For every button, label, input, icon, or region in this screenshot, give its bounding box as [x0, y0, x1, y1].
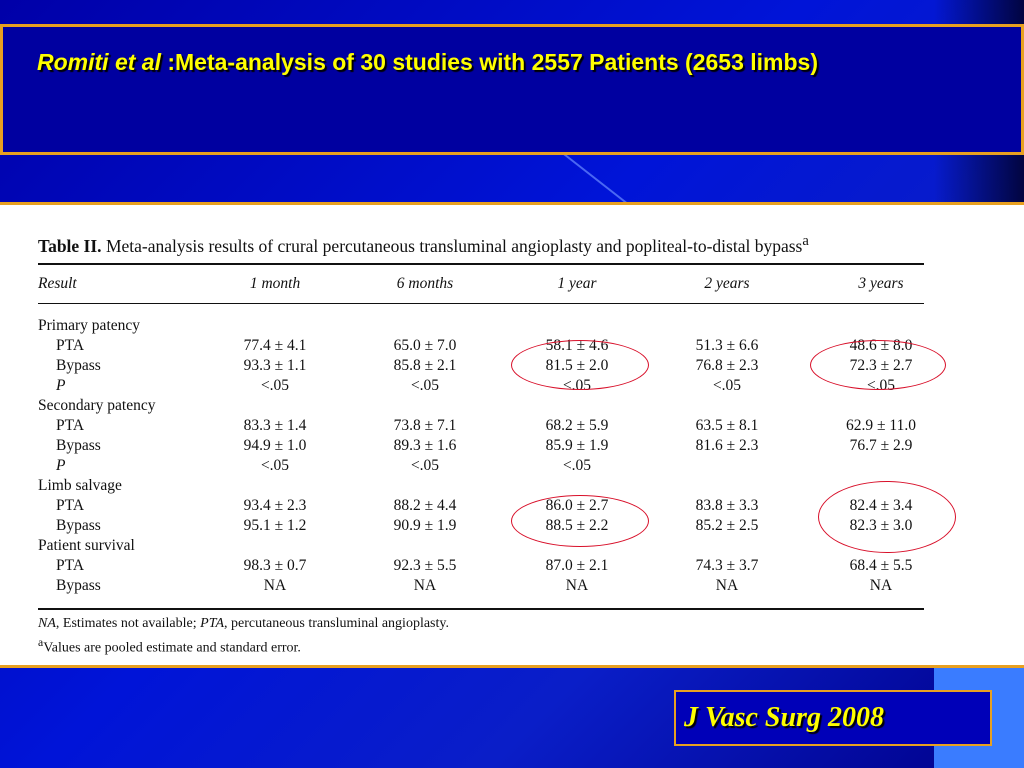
row-label: Bypass — [56, 517, 101, 534]
table-cell: 63.5 ± 8.1 — [695, 417, 759, 434]
column-header-5: 3 years — [858, 275, 904, 292]
footnote-na-text: , Estimates not available; — [55, 616, 201, 631]
citation-box: J Vasc Surg 2008 — [674, 690, 992, 746]
row-group-label: Limb salvage — [38, 477, 122, 494]
column-header-result: Result — [38, 275, 77, 292]
footnote-abbreviations: NA, Estimates not available; PTA, percut… — [38, 616, 449, 632]
row-group-label: Patient survival — [38, 537, 135, 554]
row-label: PTA — [56, 417, 85, 434]
table-cell: 85.9 ± 1.9 — [545, 437, 609, 454]
table-cell: <.05 — [410, 457, 440, 474]
row-label: Bypass — [56, 437, 101, 454]
table-cell: NA — [565, 577, 589, 594]
highlight-circle-primary-3yr — [810, 340, 946, 390]
table-cell: 76.7 ± 2.9 — [849, 437, 913, 454]
table-cell: <.05 — [260, 457, 290, 474]
table-cell: NA — [263, 577, 287, 594]
footnote-values-text: Values are pooled estimate and standard … — [43, 640, 301, 656]
table-panel: Table II. Meta-analysis results of crura… — [0, 202, 1024, 668]
row-group-label: Secondary patency — [38, 397, 156, 414]
column-header-3: 1 year — [557, 275, 597, 292]
table-cell: 95.1 ± 1.2 — [243, 517, 307, 534]
table-cell: <.05 — [712, 377, 742, 394]
table-cell: 83.3 ± 1.4 — [243, 417, 307, 434]
table-cell: 74.3 ± 3.7 — [695, 557, 759, 574]
table-cell: 98.3 ± 0.7 — [243, 557, 307, 574]
title-author: Romiti et al — [37, 49, 161, 75]
footnote-pta: PTA — [200, 616, 224, 631]
table-cell: 93.4 ± 2.3 — [243, 497, 307, 514]
title-description: :Meta-analysis of 30 studies with 2557 P… — [160, 49, 818, 75]
table-cell: 85.8 ± 2.1 — [393, 357, 457, 374]
table-cell: 92.3 ± 5.5 — [393, 557, 457, 574]
table-cell: 73.8 ± 7.1 — [393, 417, 457, 434]
table-header-rule — [38, 303, 924, 304]
table-cell: 65.0 ± 7.0 — [393, 337, 457, 354]
table-cell: <.05 — [410, 377, 440, 394]
table-cell: 88.2 ± 4.4 — [393, 497, 457, 514]
table-cell: 93.3 ± 1.1 — [243, 357, 307, 374]
table-cell: NA — [869, 577, 893, 594]
row-label: Bypass — [56, 357, 101, 374]
table-cell: NA — [715, 577, 739, 594]
table-cell: 83.8 ± 3.3 — [695, 497, 759, 514]
table-top-rule — [38, 263, 924, 265]
footnote-na: NA — [38, 616, 56, 631]
row-label: Bypass — [56, 577, 101, 594]
highlight-circle-limb-1yr — [511, 495, 649, 547]
table-cell: 51.3 ± 6.6 — [695, 337, 759, 354]
column-header-2: 6 months — [396, 275, 454, 292]
table-cell: 85.2 ± 2.5 — [695, 517, 759, 534]
table-caption-label: Table II. — [38, 235, 102, 256]
table-cell: 87.0 ± 2.1 — [545, 557, 609, 574]
footnote-mark: a — [38, 636, 44, 649]
slide-title: Romiti et al :Meta-analysis of 30 studie… — [37, 49, 818, 76]
table-caption: Table II. Meta-analysis results of crura… — [38, 233, 809, 257]
table-cell: NA — [413, 577, 437, 594]
table-cell: 81.6 ± 2.3 — [695, 437, 759, 454]
row-label: PTA — [56, 557, 85, 574]
table-caption-footnote-mark: a — [802, 233, 809, 249]
citation-text: J Vasc Surg 2008 — [684, 702, 884, 733]
highlight-circle-primary-1yr — [511, 340, 649, 390]
table-cell: <.05 — [260, 377, 290, 394]
table-cell: 76.8 ± 2.3 — [695, 357, 759, 374]
row-label: PTA — [56, 337, 85, 354]
column-header-4: 2 years — [704, 275, 750, 292]
row-group-label: Primary patency — [38, 317, 141, 334]
table-cell: 62.9 ± 11.0 — [846, 417, 916, 434]
row-label: P — [56, 377, 66, 394]
column-header-1: 1 month — [249, 275, 301, 292]
table-cell: 77.4 ± 4.1 — [243, 337, 307, 354]
footnote-pta-text: , percutaneous transluminal angioplasty. — [224, 616, 449, 631]
row-label: PTA — [56, 497, 85, 514]
table-cell: <.05 — [562, 457, 592, 474]
highlight-circle-limb-3yr — [818, 481, 956, 553]
table-cell: 68.4 ± 5.5 — [849, 557, 913, 574]
table-bottom-rule — [38, 608, 924, 610]
table-cell: 90.9 ± 1.9 — [393, 517, 457, 534]
table-cell: 94.9 ± 1.0 — [243, 437, 307, 454]
table-cell: 89.3 ± 1.6 — [393, 437, 457, 454]
title-box: Romiti et al :Meta-analysis of 30 studie… — [0, 24, 1024, 155]
table-cell: 68.2 ± 5.9 — [545, 417, 609, 434]
table-caption-text: Meta-analysis results of crural percutan… — [101, 235, 803, 256]
row-label: P — [56, 457, 66, 474]
footnote-values: aValues are pooled estimate and standard… — [38, 636, 301, 657]
